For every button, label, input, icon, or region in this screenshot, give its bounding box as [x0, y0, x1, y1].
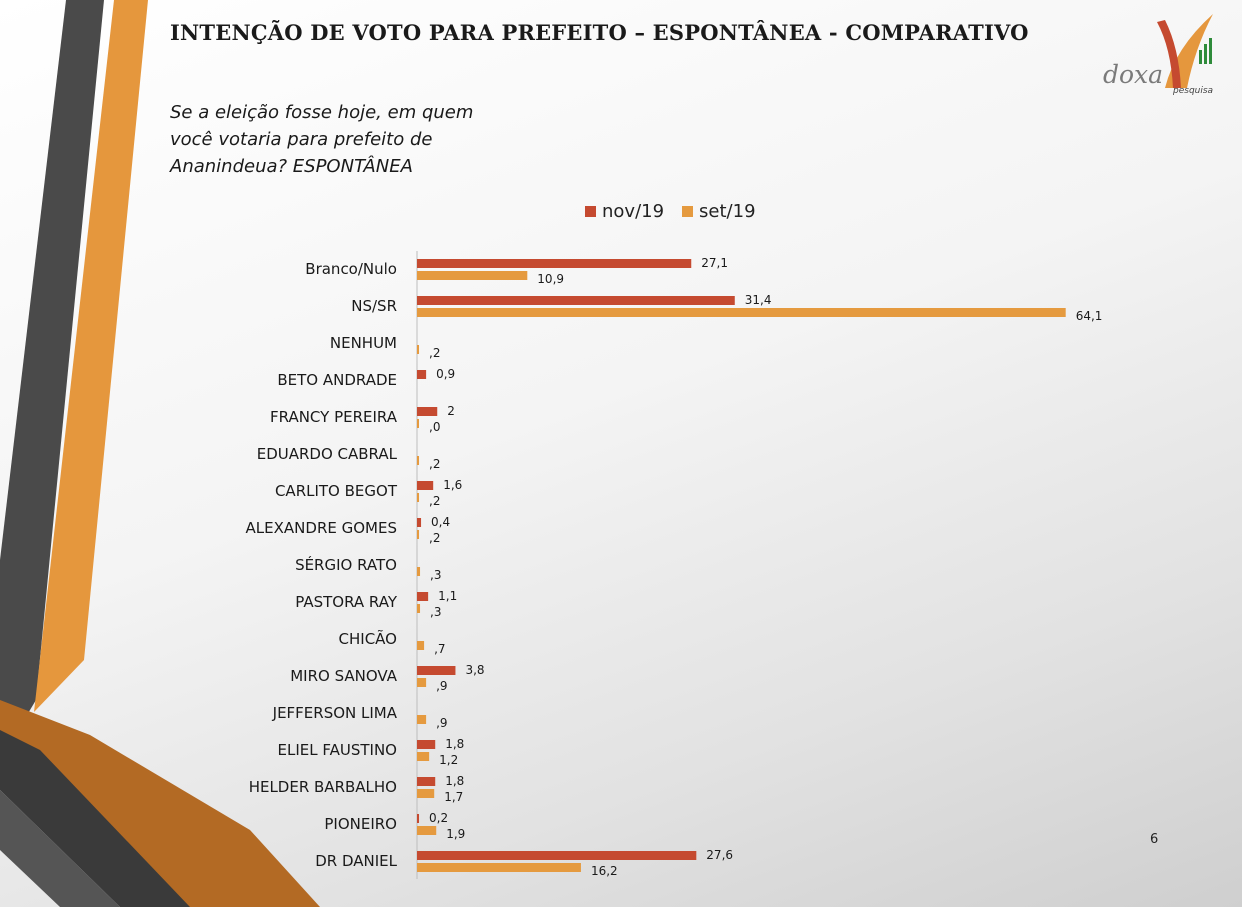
category-label: SÉRGIO RATO: [295, 555, 397, 574]
category-label: PASTORA RAY: [295, 593, 398, 611]
value-label-set19: 1,2: [439, 753, 458, 767]
stripe-orange-bottom: [0, 700, 320, 907]
bar-nov19: [417, 481, 434, 490]
bar-nov19: [417, 851, 697, 860]
stripe-orange-left: [34, 0, 148, 712]
bar-nov19: [417, 592, 429, 601]
bar-nov19: [417, 259, 692, 268]
value-label-set19: 1,9: [446, 827, 465, 841]
logo-subtext: pesquisa: [1173, 86, 1214, 96]
bar-set19: [417, 715, 427, 724]
value-label-set19: 1,7: [444, 790, 463, 804]
bar-set19: [417, 863, 581, 872]
value-label-nov19: 0,4: [431, 515, 450, 529]
value-label-nov19: 27,1: [701, 256, 728, 270]
bar-set19: [417, 826, 437, 835]
value-label-set19: ,2: [429, 346, 440, 360]
category-label: MIRO SANOVA: [290, 667, 397, 685]
bar-set19: [417, 641, 425, 650]
value-label-set19: ,0: [429, 420, 440, 434]
survey-question: Se a eleição fosse hoje, em quem você vo…: [170, 102, 474, 177]
bar-set19: [417, 493, 420, 502]
category-label: PIONEIRO: [324, 815, 397, 833]
value-label-set19: ,3: [430, 568, 441, 582]
logo-mark-icon: [1157, 14, 1213, 88]
bar-set19: [417, 604, 421, 613]
value-label-set19: ,2: [429, 494, 440, 508]
category-label: DR DANIEL: [315, 852, 397, 870]
value-label-nov19: 1,8: [445, 774, 464, 788]
bar-nov19: [417, 814, 420, 823]
value-label-nov19: 2: [447, 404, 455, 418]
bar-set19: [417, 345, 420, 354]
category-label: CHICÃO: [339, 629, 397, 648]
category-label: CARLITO BEGOT: [275, 482, 398, 500]
category-label: JEFFERSON LIMA: [272, 704, 398, 722]
bar-set19: [417, 678, 427, 687]
value-label-nov19: 0,2: [429, 811, 448, 825]
legend-swatch-nov: [585, 206, 596, 217]
value-label-set19: ,2: [429, 457, 440, 471]
value-label-nov19: 3,8: [465, 663, 484, 677]
chart-legend: nov/19 set/19: [585, 201, 756, 222]
value-label-set19: 64,1: [1076, 309, 1103, 323]
page-number: 6: [1150, 832, 1159, 847]
bar-set19: [417, 456, 420, 465]
value-label-set19: ,7: [434, 642, 445, 656]
category-label: NS/SR: [351, 297, 397, 315]
bar-set19: [417, 419, 419, 428]
value-label-nov19: 1,8: [445, 737, 464, 751]
category-label: EDUARDO CABRAL: [257, 445, 398, 463]
legend-label-nov: nov/19: [602, 201, 665, 222]
value-label-nov19: 27,6: [706, 848, 733, 862]
value-label-set19: ,9: [436, 679, 447, 693]
category-label: FRANCY PEREIRA: [270, 408, 398, 426]
value-label-set19: ,3: [430, 605, 441, 619]
page-title: INTENÇÃO DE VOTO PARA PREFEITO – ESPONTÂ…: [170, 20, 1029, 45]
logo-text: doxa: [1103, 60, 1164, 89]
value-label-nov19: 1,6: [443, 478, 462, 492]
value-label-set19: 10,9: [537, 272, 564, 286]
value-label-set19: ,9: [436, 716, 447, 730]
bar-nov19: [417, 740, 436, 749]
value-label-nov19: 31,4: [745, 293, 772, 307]
bar-nov19: [417, 518, 422, 527]
bar-set19: [417, 308, 1066, 317]
legend-label-set: set/19: [699, 201, 756, 222]
category-label: ELIEL FAUSTINO: [278, 741, 398, 759]
stripe-dark-left: [0, 0, 104, 760]
value-label-nov19: 0,9: [436, 367, 455, 381]
bar-set19: [417, 752, 430, 761]
value-label-set19: ,2: [429, 531, 440, 545]
legend-swatch-set: [682, 206, 694, 217]
category-label: HELDER BARBALHO: [249, 778, 397, 796]
category-label: NENHUM: [330, 334, 397, 352]
value-label-set19: 16,2: [591, 864, 618, 878]
bar-set19: [417, 271, 528, 280]
bar-set19: [417, 789, 435, 798]
bar-set19: [417, 567, 421, 576]
doxa-logo: doxa pesquisa: [1095, 8, 1225, 108]
bar-nov19: [417, 407, 438, 416]
bar-nov19: [417, 666, 456, 675]
category-label: BETO ANDRADE: [277, 371, 397, 389]
bar-set19: [417, 530, 420, 539]
category-label: ALEXANDRE GOMES: [246, 519, 397, 537]
value-label-nov19: 1,1: [438, 589, 457, 603]
stripe-dark-edge: [0, 790, 120, 907]
bar-nov19: [417, 370, 427, 379]
legend-item-set: set/19: [682, 201, 756, 222]
legend-item-nov: nov/19: [585, 201, 664, 222]
stripe-dark-bottom: [0, 730, 190, 907]
bar-nov19: [417, 777, 436, 786]
bar-nov19: [417, 296, 735, 305]
category-label: Branco/Nulo: [305, 260, 397, 278]
